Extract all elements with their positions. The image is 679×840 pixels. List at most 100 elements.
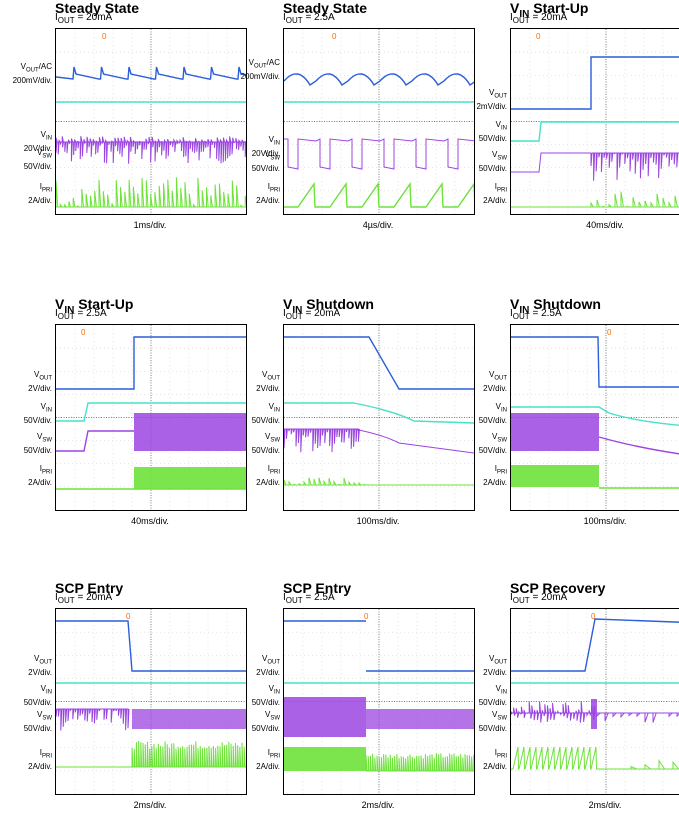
panel-subtitle: IOUT = 20mA: [510, 12, 568, 25]
oscilloscope-screen: 0: [510, 28, 679, 215]
oscilloscope-screen: [283, 324, 475, 511]
vin-trace: [56, 402, 246, 422]
panel-subtitle: IOUT = 2.5A: [510, 308, 562, 321]
vsw-trace: [56, 708, 130, 731]
ipri-trace: [284, 181, 474, 208]
ipri-trace: [56, 177, 246, 208]
trigger-marker-icon: 0: [332, 32, 337, 41]
channel-label-vsw: VSW 50V/div.: [251, 432, 280, 455]
channel-label-vout: VOUT 2mV/div.: [476, 88, 507, 111]
panel-subtitle: IOUT = 20mA: [55, 12, 113, 25]
scope-panel: VIN Shutdown IOUT = 20mA VOUT 2V/div. VIN 50V…: [252, 296, 483, 556]
channel-label-vsw: VSW 50V/div.: [478, 432, 507, 455]
trigger-marker-icon: 0: [126, 612, 131, 621]
vin-trace: [284, 402, 474, 424]
vout-trace: [284, 336, 474, 390]
trigger-marker-icon: 0: [607, 328, 612, 337]
vsw-trace: [284, 428, 474, 454]
channel-label-vsw: VSW 50V/div.: [23, 432, 52, 455]
vsw-burst: [132, 709, 246, 729]
channel-label-ipri: IPRI 2A/div.: [483, 748, 507, 771]
waveform-svg: 0: [511, 29, 679, 214]
scope-panel: Steady State IOUT = 20mA 0 VOUT/AC 200mV/div…: [13, 0, 255, 260]
channel-label-vsw: VSW 50V/div.: [478, 150, 507, 173]
channel-label-vin: VIN 50V/div.: [478, 120, 507, 143]
channel-label-ipri: IPRI 2A/div.: [483, 464, 507, 487]
channel-label-vin: VIN 50V/div.: [251, 684, 280, 707]
vout-trace: [284, 73, 474, 86]
vout-trace: [511, 618, 679, 672]
timebase-label: 2ms/div.: [588, 800, 622, 810]
vout-trace: [56, 336, 246, 390]
scope-panel: VIN Shutdown IOUT = 2.5A 0 VOUT 2V/div. VIN 50…: [479, 296, 679, 556]
waveform-svg: 0: [56, 609, 246, 794]
panel-subtitle: IOUT = 2.5A: [55, 308, 107, 321]
trigger-marker-icon: 0: [102, 32, 107, 41]
channel-label-vsw: VSW 50V/div.: [23, 148, 52, 171]
oscilloscope-screen: 0: [55, 608, 247, 795]
vsw-burst: [134, 413, 246, 451]
oscilloscope-screen: 0: [283, 28, 475, 215]
panel-title: Steady State: [55, 0, 140, 16]
waveform-svg: 0: [511, 325, 679, 510]
channel-label-ipri: IPRI 2A/div.: [256, 464, 280, 487]
panel-subtitle: IOUT = 2.5A: [283, 12, 335, 25]
trigger-marker-icon: 0: [81, 328, 86, 337]
channel-label-vin: VIN 20V/div.: [23, 130, 52, 153]
scope-panel: SCP Recovery IOUT = 20mA 0 VOUT 2V/div. VIN 50…: [479, 580, 679, 840]
panel-title: VIN Start-Up: [55, 296, 134, 316]
channel-label-vout: VOUT 2V/div.: [483, 370, 507, 393]
timebase-label: 4µs/div.: [362, 220, 394, 230]
waveform-svg: [284, 325, 474, 510]
ipri-burst: [511, 465, 599, 487]
panel-title: Steady State: [283, 0, 368, 16]
channel-label-vin: VIN 50V/div.: [478, 402, 507, 425]
ipri-trace: [511, 191, 679, 208]
vsw-trace: [511, 152, 679, 181]
ipri-burst: [284, 747, 366, 771]
ipri-trace: [511, 746, 679, 770]
ipri-trace: [365, 753, 474, 772]
vsw-trace: [284, 138, 474, 170]
vout-trace: [56, 620, 246, 672]
scope-panel: VIN Start-Up IOUT = 2.5A 0 VOUT 2V/div. VIN 50…: [24, 296, 255, 556]
channel-label-vin: VIN 50V/div.: [23, 684, 52, 707]
timebase-label: 2ms/div.: [361, 800, 395, 810]
panel-title: VIN Start-Up: [510, 0, 589, 20]
waveform-svg: 0: [284, 29, 474, 214]
panel-subtitle: IOUT = 20mA: [510, 592, 568, 605]
vsw-burst: [511, 413, 599, 451]
trigger-marker-icon: 0: [536, 32, 541, 41]
channel-label-vout: VOUT 2V/div.: [256, 654, 280, 677]
trigger-marker-icon: 0: [364, 612, 369, 621]
timebase-label: 2ms/div.: [133, 800, 167, 810]
scope-panel: VIN Start-Up IOUT = 20mA 0 VOUT 2mV/div. VIN 5…: [476, 0, 679, 260]
vsw-burst: [591, 699, 597, 729]
channel-label-ipri: IPRI 2A/div.: [28, 748, 52, 771]
waveform-svg: 0: [511, 609, 679, 794]
channel-label-vsw: VSW 50V/div.: [23, 710, 52, 733]
panel-title: VIN Shutdown: [283, 296, 374, 316]
timebase-label: 1ms/div.: [133, 220, 167, 230]
vsw-trace: [598, 436, 679, 455]
channel-label-vsw: VSW 50V/div.: [478, 710, 507, 733]
ipri-trace: [284, 477, 474, 486]
vsw-burst: [284, 697, 366, 737]
vout-trace: [56, 66, 246, 80]
scope-panel: Steady State IOUT = 2.5A 0 VOUT/AC 200mV/div…: [241, 0, 483, 260]
channel-label-vout: VOUT 2V/div.: [483, 654, 507, 677]
channel-label-ipri: IPRI 2A/div.: [483, 182, 507, 205]
waveform-svg: 0: [284, 609, 474, 794]
channel-label-vout: VOUT 2V/div.: [28, 370, 52, 393]
channel-label-vout: VOUT/AC 200mV/div.: [12, 62, 52, 85]
vin-trace: [511, 121, 679, 142]
channel-label-ipri: IPRI 2A/div.: [256, 748, 280, 771]
vout-trace: [511, 56, 679, 110]
panel-title: VIN Shutdown: [510, 296, 601, 316]
vsw-burst-2: [366, 709, 474, 729]
vsw-trace: [56, 136, 246, 164]
panel-subtitle: IOUT = 20mA: [55, 592, 113, 605]
panel-title: SCP Entry: [283, 580, 352, 596]
channel-label-ipri: IPRI 2A/div.: [28, 182, 52, 205]
trigger-marker-icon: 0: [591, 612, 596, 621]
